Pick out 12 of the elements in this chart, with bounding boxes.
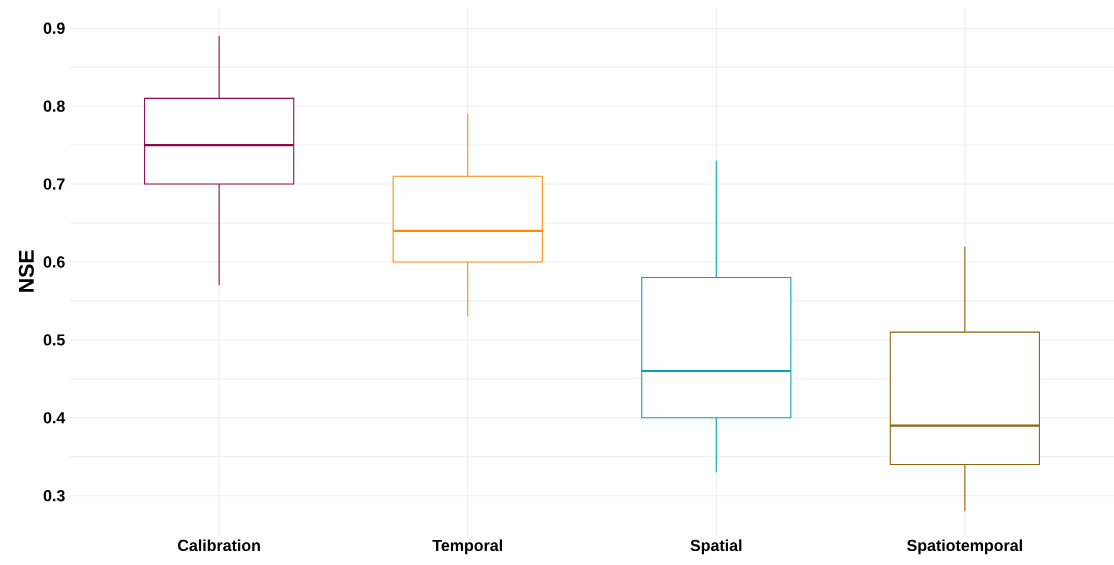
y-tick-label: 0.7 <box>43 178 65 190</box>
y-tick-label: 0.4 <box>43 412 66 424</box>
y-tick-label: 0.6 <box>43 256 65 268</box>
x-tick-label: Spatiotemporal <box>907 539 1022 555</box>
x-tick-label: Spatial <box>690 539 742 555</box>
y-tick-label: 0.9 <box>43 22 65 35</box>
y-tick-label: 0.8 <box>43 100 65 112</box>
y-tick-label: 0.5 <box>43 334 65 346</box>
x-tick-label: Calibration <box>178 539 260 552</box>
x-tick-label: Temporal <box>432 539 502 555</box>
y-axis-title: NSE <box>18 250 34 293</box>
y-tick-label: 0.3 <box>43 490 65 502</box>
